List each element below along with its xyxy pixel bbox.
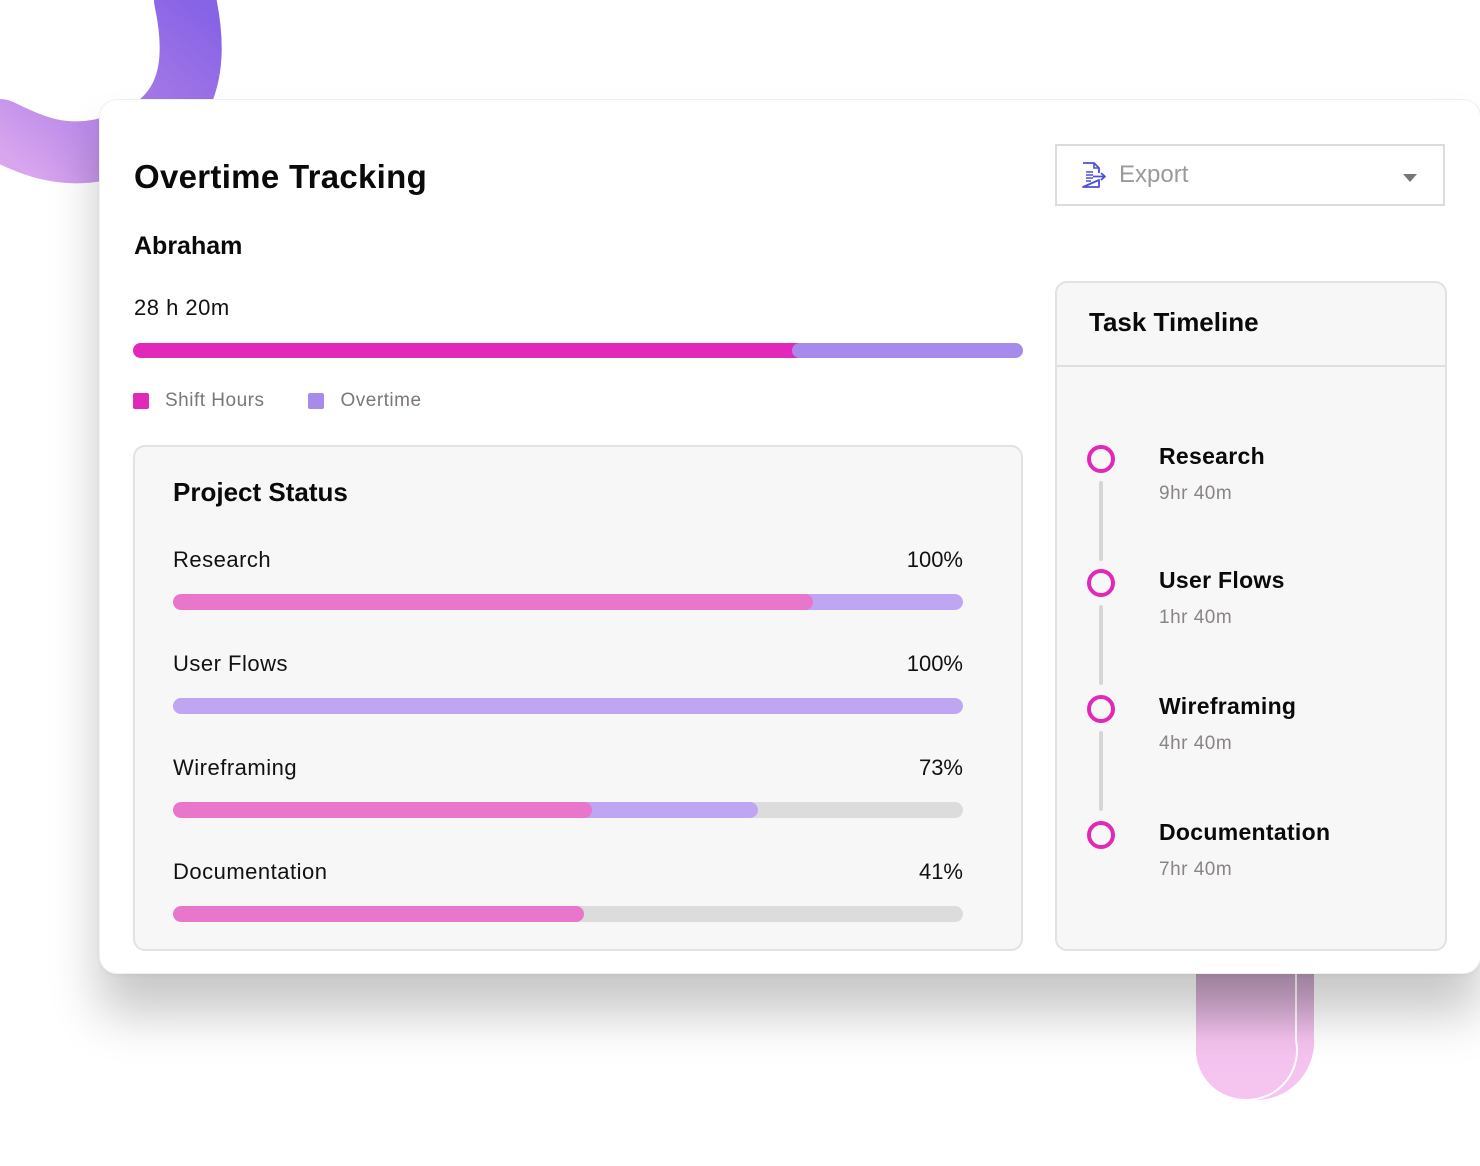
project-percent: 41% xyxy=(918,859,963,884)
project-status-title: Project Status xyxy=(173,477,348,507)
timeline-circle-icon xyxy=(1087,569,1115,597)
project-percent: 100% xyxy=(906,547,963,572)
project-progress-bar xyxy=(173,594,963,610)
overtime-swatch-icon xyxy=(308,393,325,409)
timeline-task-name: User Flows xyxy=(1159,567,1285,593)
shift-swatch-icon xyxy=(133,393,149,409)
project-progress-bar xyxy=(173,906,963,922)
shift-hours-segment xyxy=(133,343,800,358)
timeline-task-time: 9hr 40m xyxy=(1159,483,1233,504)
legend-item-shift-hours: Shift Hours xyxy=(133,390,264,412)
chevron-down-icon xyxy=(1403,174,1417,182)
timeline-connector xyxy=(1099,605,1103,685)
timeline-connector xyxy=(1099,481,1103,561)
legend: Shift Hours Overtime xyxy=(133,390,466,412)
timeline-task-time: 4hr 40m xyxy=(1159,733,1233,754)
overtime-segment xyxy=(792,343,1023,358)
project-label: User Flows xyxy=(173,651,289,676)
project-percent: 73% xyxy=(918,755,963,780)
file-export-icon xyxy=(1082,162,1106,188)
page-title: Overtime Tracking xyxy=(134,158,428,195)
timeline-task-name: Wireframing xyxy=(1159,693,1297,719)
timeline-circle-icon xyxy=(1087,821,1115,849)
export-label: Export xyxy=(1119,161,1189,188)
legend-item-overtime: Overtime xyxy=(308,390,421,412)
overtime-tracking-card: Overtime Tracking Abraham 28 h 20m Shift… xyxy=(99,99,1480,974)
task-timeline-panel: Task Timeline Research 9hr 40m User Flow… xyxy=(1055,281,1447,951)
timeline-task-time: 1hr 40m xyxy=(1159,607,1233,628)
overtime-segment xyxy=(173,698,963,714)
project-status-panel: Project Status Research 100% User Flows … xyxy=(133,445,1023,951)
timeline-circle-icon xyxy=(1087,695,1115,723)
project-label: Wireframing xyxy=(173,755,298,780)
shift-segment xyxy=(173,906,584,922)
timeline-task-time: 7hr 40m xyxy=(1159,859,1233,880)
project-label: Research xyxy=(173,547,272,572)
shift-segment xyxy=(173,802,592,818)
project-percent: 100% xyxy=(906,651,963,676)
timeline-connector xyxy=(1099,731,1103,811)
project-progress-bar xyxy=(173,802,963,818)
task-timeline-title: Task Timeline xyxy=(1089,307,1259,337)
export-dropdown[interactable]: Export xyxy=(1055,144,1445,206)
decorative-pill-bottom xyxy=(1194,950,1315,1102)
timeline-task-name: Documentation xyxy=(1159,819,1331,845)
timeline-task-name: Research xyxy=(1159,443,1265,469)
total-time: 28 h 20m xyxy=(134,295,230,320)
project-label: Documentation xyxy=(173,859,328,884)
project-progress-bar xyxy=(173,698,963,714)
timeline-circle-icon xyxy=(1087,445,1115,473)
employee-name: Abraham xyxy=(134,232,243,260)
shift-segment xyxy=(173,594,813,610)
hours-progress-bar xyxy=(133,343,1023,358)
task-timeline-header: Task Timeline xyxy=(1057,283,1445,367)
